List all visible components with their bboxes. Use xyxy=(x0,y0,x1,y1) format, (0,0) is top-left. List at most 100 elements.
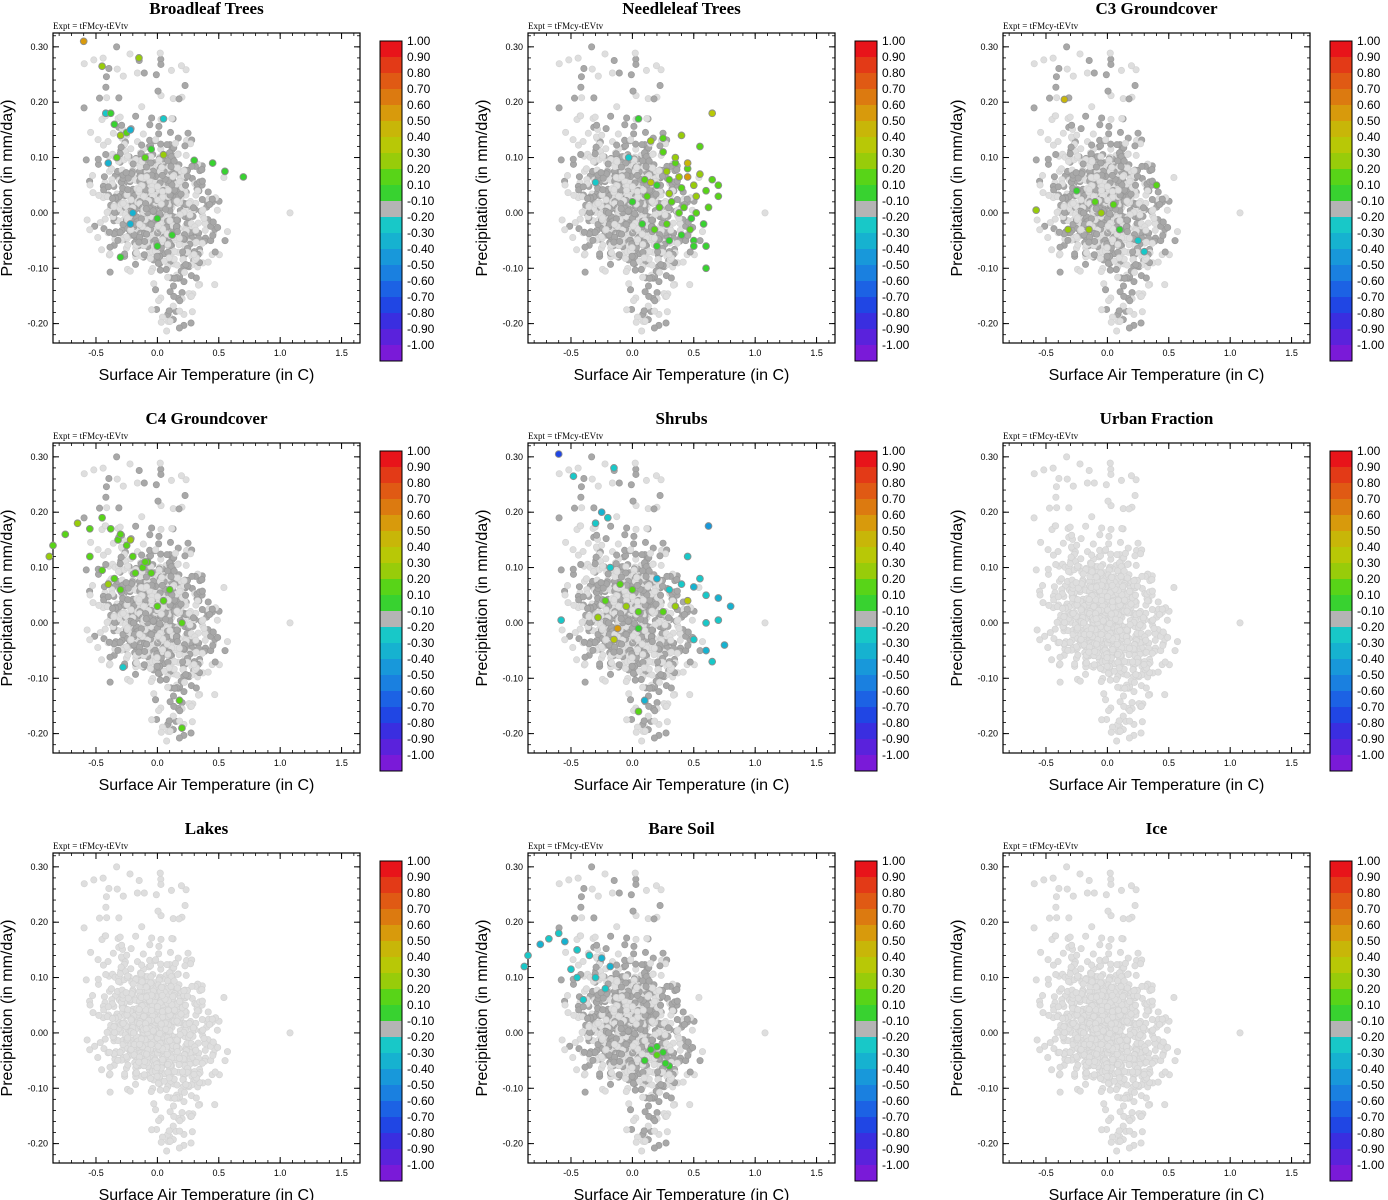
x-tick-label: 0.0 xyxy=(151,758,164,768)
background-point xyxy=(1033,216,1041,224)
data-point xyxy=(675,173,683,181)
background-point xyxy=(116,560,124,568)
background-point xyxy=(164,650,172,658)
background-point xyxy=(105,65,113,73)
background-point xyxy=(152,696,160,704)
background-point xyxy=(662,292,670,300)
plot-frame xyxy=(527,442,836,754)
background-point xyxy=(154,259,162,267)
plot-frame xyxy=(52,442,361,754)
background-point xyxy=(124,596,132,604)
background-point xyxy=(576,215,584,223)
background-point xyxy=(99,464,107,472)
background-point xyxy=(103,94,111,102)
background-point xyxy=(1120,292,1128,300)
background-point xyxy=(87,538,95,546)
colorbar-cell xyxy=(1330,281,1352,297)
background-point xyxy=(1149,206,1157,214)
background-point xyxy=(641,128,649,136)
background-point xyxy=(86,226,94,234)
background-point xyxy=(158,163,166,171)
background-point xyxy=(1148,196,1156,204)
data-point xyxy=(702,242,710,250)
background-point xyxy=(638,141,646,149)
background-point xyxy=(198,196,206,204)
data-point xyxy=(116,253,125,262)
background-point xyxy=(1125,241,1133,249)
background-point xyxy=(154,632,162,640)
background-point xyxy=(166,128,174,136)
background-point xyxy=(558,216,566,224)
background-point xyxy=(1132,261,1140,269)
background-point xyxy=(136,220,144,228)
panel-title: C3 Groundcover xyxy=(1096,0,1218,18)
colorbar-label: 0.60 xyxy=(882,98,906,112)
background-point xyxy=(1097,153,1105,161)
colorbar-label: -0.10 xyxy=(1357,194,1385,208)
background-point xyxy=(187,702,195,710)
background-point xyxy=(204,258,212,266)
colorbar-cell xyxy=(855,297,877,313)
background-point xyxy=(102,73,110,81)
background-point xyxy=(1030,60,1038,68)
background-point xyxy=(629,87,637,95)
background-point xyxy=(1132,181,1140,189)
colorbar-label: 0.30 xyxy=(407,146,431,160)
colorbar-label: -0.70 xyxy=(1357,290,1385,304)
colorbar-label: -0.10 xyxy=(407,604,435,618)
background-point xyxy=(171,684,179,692)
x-tick-label: 0.5 xyxy=(213,348,226,358)
y-tick-label: -0.20 xyxy=(502,729,523,739)
background-point xyxy=(86,636,94,644)
background-point xyxy=(1066,150,1074,158)
colorbar-cell xyxy=(380,345,402,361)
colorbar-label: -0.20 xyxy=(882,210,910,224)
background-point xyxy=(564,189,572,197)
background-point xyxy=(173,261,181,269)
background-point xyxy=(177,472,185,480)
background-point xyxy=(165,254,173,262)
background-point xyxy=(139,130,147,138)
background-point xyxy=(221,647,229,655)
background-point xyxy=(187,729,195,737)
data-point xyxy=(104,159,113,167)
expt-label: Expt = tFMcy-tEVtv xyxy=(53,431,129,441)
data-point xyxy=(153,214,162,223)
background-point xyxy=(155,297,163,305)
background-point xyxy=(142,163,150,171)
background-point xyxy=(621,254,629,262)
colorbar-cell xyxy=(1330,169,1352,185)
colorbar-label: 0.90 xyxy=(882,50,906,64)
background-point xyxy=(1126,177,1134,185)
data-point xyxy=(646,137,655,145)
background-point xyxy=(114,646,122,654)
background-point xyxy=(561,636,569,644)
background-point xyxy=(1137,319,1145,327)
x-tick-label: 1.0 xyxy=(749,348,762,358)
data-point xyxy=(208,159,217,167)
y-axis-label: Precipitation (in mm/day) xyxy=(0,100,16,277)
y-tick-label: -0.10 xyxy=(977,263,998,273)
background-point xyxy=(180,678,188,686)
background-point xyxy=(1030,104,1038,112)
background-point xyxy=(640,254,648,262)
background-point xyxy=(614,130,622,138)
background-point xyxy=(623,186,631,194)
background-point xyxy=(641,317,649,325)
background-point xyxy=(1067,143,1075,151)
data-point xyxy=(683,173,692,181)
background-point xyxy=(1052,73,1060,81)
background-point xyxy=(639,186,647,194)
background-point xyxy=(181,552,189,560)
background-point xyxy=(182,151,190,159)
background-point xyxy=(1108,188,1116,196)
background-point xyxy=(152,71,160,79)
background-point xyxy=(100,173,108,181)
background-point xyxy=(649,164,657,172)
background-point xyxy=(610,186,618,194)
background-point xyxy=(644,282,652,290)
background-point xyxy=(140,251,148,259)
y-tick-label: -0.20 xyxy=(502,319,523,329)
data-point xyxy=(659,134,667,143)
colorbar-cell xyxy=(1330,185,1352,201)
